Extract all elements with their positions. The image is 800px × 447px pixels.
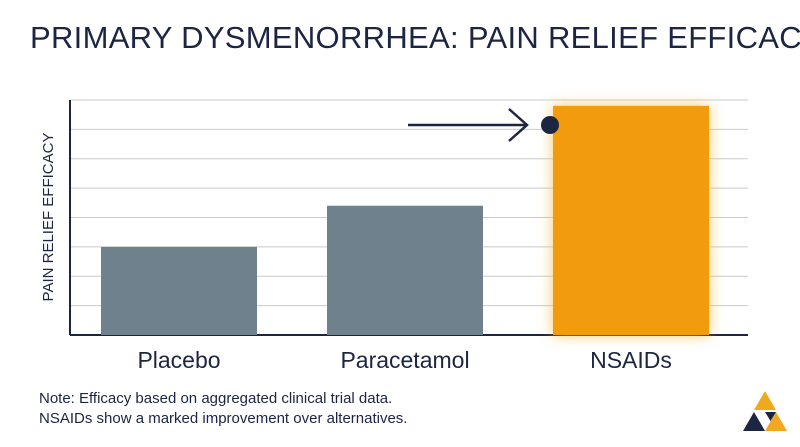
category-label-placebo: Placebo [137, 347, 220, 373]
note-line-2: NSAIDs show a marked improvement over al… [39, 410, 408, 427]
chart-title: PRIMARY DYSMENORRHEA: PAIN RELIEF EFFICA… [30, 20, 800, 55]
category-label-paracetamol: Paracetamol [340, 347, 469, 373]
bar-paracetamol [327, 205, 483, 335]
category-labels: Placebo Paracetamol NSAIDs [137, 347, 671, 373]
arrow-right-icon [408, 108, 529, 142]
chart-note: Note: Efficacy based on aggregated clini… [39, 389, 407, 429]
triangle-logo-icon [743, 391, 787, 431]
bar-placebo [101, 246, 257, 335]
bars [101, 105, 709, 335]
category-label-nsaids: NSAIDs [590, 347, 672, 373]
peak-marker-dot [541, 116, 559, 134]
y-axis-label: PAIN RELIEF EFFICACY [40, 133, 57, 302]
bar-nsaids [553, 105, 709, 335]
note-line-1: Note: Efficacy based on aggregated clini… [39, 390, 393, 407]
